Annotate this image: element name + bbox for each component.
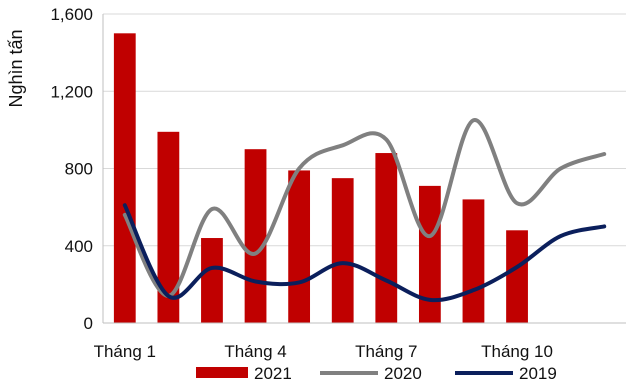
x-tick-label: Tháng 1 [94, 342, 156, 361]
x-tick-label: Tháng 10 [481, 342, 553, 361]
bar-2021 [375, 153, 398, 323]
y-tick-label: 1,600 [50, 5, 93, 24]
legend-label-2019: 2019 [519, 364, 557, 383]
y-tick-label: 0 [84, 314, 93, 333]
x-tick-label: Tháng 7 [355, 342, 417, 361]
bar-2021 [157, 131, 180, 323]
y-axis-title: Nghìn tấn [6, 29, 26, 107]
line-2020 [122, 118, 607, 298]
y-tick-labels: 0 400 800 1,200 1,600 [50, 5, 93, 333]
bar-2021 [113, 33, 136, 323]
bar-2021 [418, 185, 441, 323]
legend-swatch-2021 [196, 367, 248, 378]
bar-2021 [244, 149, 267, 323]
bar-2021 [331, 178, 354, 323]
bar-2021 [201, 238, 223, 323]
line-series [122, 118, 607, 303]
legend-label-2020: 2020 [384, 364, 422, 383]
legend: 2021 2020 2019 [196, 364, 557, 383]
line-2019 [122, 203, 607, 303]
x-tick-label: Tháng 4 [224, 342, 286, 361]
x-tick-labels: Tháng 1 Tháng 4 Tháng 7 Tháng 10 [94, 342, 553, 361]
y-tick-label: 400 [65, 237, 93, 256]
gridlines [103, 13, 626, 247]
bar-2021 [288, 170, 311, 323]
legend-label-2021: 2021 [254, 364, 292, 383]
y-tick-label: 800 [65, 160, 93, 179]
bar-2021 [462, 199, 485, 323]
bar-series-2021 [113, 33, 528, 323]
y-tick-label: 1,200 [50, 82, 93, 101]
bar-2021 [506, 230, 528, 323]
